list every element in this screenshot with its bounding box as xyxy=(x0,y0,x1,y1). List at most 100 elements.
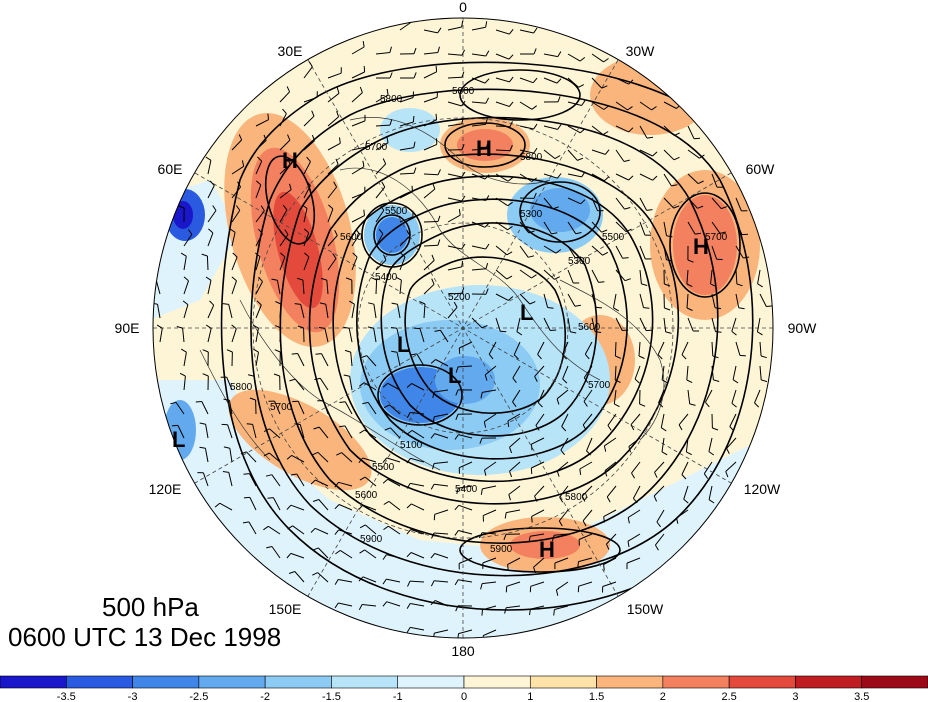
colorbar-label: 3 xyxy=(792,691,798,702)
wind-barb xyxy=(351,71,365,79)
wind-barb xyxy=(639,101,652,111)
wind-barb-flag xyxy=(214,502,221,508)
lon-label-60e: 60E xyxy=(158,161,183,177)
wind-barb-flag xyxy=(721,206,727,210)
wind-barb xyxy=(710,269,713,284)
wind-barb-flag xyxy=(187,229,193,235)
contour-label: 5800 xyxy=(452,86,475,97)
wind-barb-flag xyxy=(454,504,460,511)
wind-barb-flag xyxy=(306,180,311,186)
wind-barb xyxy=(327,186,337,199)
wind-barb-flag xyxy=(579,57,586,62)
wind-barb xyxy=(183,304,189,319)
wind-barb-flag xyxy=(430,600,436,606)
wind-barb-flag xyxy=(461,260,464,267)
wind-barb-flag xyxy=(343,374,350,377)
wind-barb-flag xyxy=(665,331,672,334)
wind-barb-flag xyxy=(430,433,436,439)
pressure-centers: H H H H L L L L xyxy=(172,136,709,562)
wind-barb xyxy=(389,404,401,415)
wind-barb xyxy=(183,234,193,247)
wind-barb xyxy=(735,293,740,308)
wind-barb xyxy=(661,365,665,380)
wind-barb xyxy=(686,365,689,381)
wind-barb-flag xyxy=(715,331,722,333)
wind-barb xyxy=(423,283,435,295)
wind-barb-flag xyxy=(339,425,346,428)
wind-barb-flag xyxy=(455,414,459,420)
wind-barb-flag xyxy=(332,253,337,259)
wind-barb xyxy=(434,461,449,464)
wind-barb xyxy=(327,258,337,271)
wind-barb-flag xyxy=(578,84,585,88)
contour-label: 5300 xyxy=(568,256,591,267)
wind-barb-flag xyxy=(287,134,291,141)
wind-barb xyxy=(434,433,449,439)
wind-barb-flag xyxy=(628,175,634,181)
wind-barb xyxy=(399,147,414,151)
wind-barb xyxy=(506,605,521,609)
wind-barb-flag xyxy=(634,378,640,384)
wind-barb xyxy=(231,280,237,295)
wind-barb xyxy=(543,197,554,210)
wind-barb xyxy=(471,268,487,271)
wind-barb xyxy=(725,461,737,472)
wind-barb-flag xyxy=(383,525,389,531)
wind-barb-flag xyxy=(286,86,291,93)
wind-barb-flag xyxy=(226,349,233,353)
low-marker: L xyxy=(397,332,410,357)
wind-barb-flag xyxy=(289,378,296,382)
wind-barb-flag xyxy=(534,376,538,382)
wind-barb-flag xyxy=(406,627,411,633)
wind-barb-flag xyxy=(757,331,763,336)
wind-barb-flag xyxy=(550,329,557,331)
wind-barb-flag xyxy=(516,331,523,336)
wind-barb-flag xyxy=(602,131,609,136)
wind-barb xyxy=(386,601,401,607)
wind-barb-flag xyxy=(358,382,365,387)
wind-barb xyxy=(708,485,713,500)
wind-barb-flag xyxy=(153,279,157,281)
wind-barb xyxy=(534,485,545,497)
wind-barb-flag xyxy=(296,277,304,281)
wind-barb-flag xyxy=(581,171,586,178)
wind-barb xyxy=(291,454,305,463)
wind-barb xyxy=(537,389,545,404)
colorbar-box xyxy=(861,675,928,689)
wind-barb xyxy=(509,437,521,448)
wind-barb-flag xyxy=(622,257,629,259)
wind-barb xyxy=(639,293,644,308)
wind-barb xyxy=(399,191,413,199)
wind-barb xyxy=(543,317,551,331)
wind-barb-flag xyxy=(180,252,187,257)
wind-barb xyxy=(495,221,508,231)
wind-barb xyxy=(615,125,629,133)
wind-barb xyxy=(303,161,311,175)
wind-barb-flag xyxy=(286,553,292,559)
wind-barb-flag xyxy=(413,141,416,148)
wind-barb xyxy=(248,521,257,535)
wind-barb xyxy=(340,549,353,559)
wind-barb xyxy=(508,485,521,495)
wind-barb-flag xyxy=(606,496,611,503)
wind-barb-flag xyxy=(485,97,490,104)
wind-barb xyxy=(708,437,713,452)
wind-barb-flag xyxy=(512,377,517,384)
wind-barb xyxy=(554,533,569,536)
wind-barb xyxy=(399,97,414,103)
wind-barb-flag xyxy=(275,301,282,305)
wind-barb-flag xyxy=(551,535,555,542)
wind-barb-flag xyxy=(209,180,215,186)
wind-barb xyxy=(272,497,281,511)
wind-barb xyxy=(554,605,569,610)
wind-barb-flag xyxy=(310,527,316,533)
wind-barb xyxy=(602,581,617,587)
wind-barb-flag xyxy=(284,229,289,235)
wind-barb xyxy=(327,142,341,151)
wind-barb xyxy=(482,581,497,585)
wind-barb-flag xyxy=(391,302,398,305)
wind-barb xyxy=(554,557,569,564)
wind-barb xyxy=(362,504,377,511)
wind-barb-flag xyxy=(249,397,256,401)
wind-barb xyxy=(175,402,185,415)
